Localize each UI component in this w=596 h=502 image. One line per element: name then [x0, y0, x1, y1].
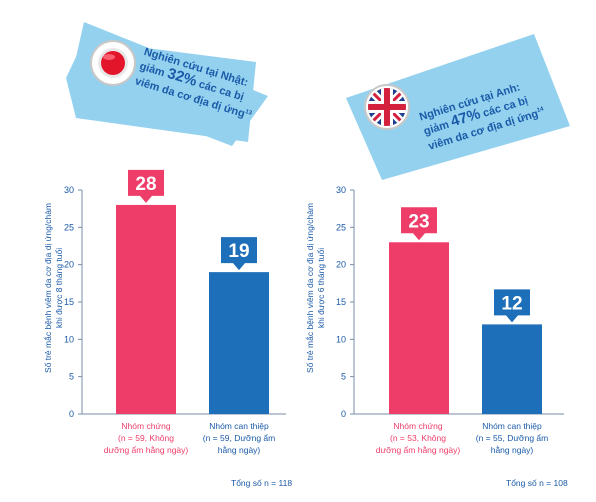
- y-tick-label: 15: [336, 297, 346, 307]
- bar: [482, 324, 542, 414]
- data-label-badge: [494, 289, 530, 323]
- bar-chart-japan: 0 5 10 15 20 25 30 28 19: [64, 169, 286, 419]
- banner-uk: [346, 34, 570, 180]
- total-count: Tổng số n = 118: [231, 478, 293, 488]
- y-tick-label: 25: [336, 222, 346, 232]
- panel-japan: Nghiên cứu tại Nhật: giảm 32% các ca bị …: [43, 22, 293, 488]
- data-label: 23: [408, 211, 429, 232]
- uk-flag-icon: [364, 84, 410, 130]
- data-label: 28: [135, 174, 156, 195]
- category-label-control: Nhóm chứng (n = 53, Không dưỡng ẩm hằng …: [375, 421, 461, 455]
- japan-flag-icon: [90, 40, 136, 86]
- y-tick-label: 10: [64, 334, 74, 344]
- bar: [116, 204, 176, 414]
- data-label-badge: [401, 207, 437, 241]
- bar: [389, 242, 449, 414]
- y-tick-label: 15: [64, 297, 74, 307]
- category-label-intervention: Nhóm can thiệp (n = 55, Dưỡng ẩm hằng ng…: [475, 421, 549, 455]
- y-tick-label: 5: [341, 372, 346, 382]
- data-label-badge: [221, 237, 257, 271]
- y-tick-label: 20: [336, 260, 346, 270]
- category-label-control: Nhóm chứng (n = 59, Không dưỡng ẩm hằng …: [103, 421, 189, 455]
- y-tick-label: 30: [64, 185, 74, 195]
- data-label: 12: [501, 293, 522, 314]
- category-label-intervention: Nhóm can thiệp (n = 59, Dưỡng ẩm hằng ng…: [202, 421, 276, 455]
- y-tick-label: 5: [69, 372, 74, 382]
- y-tick-label: 20: [64, 260, 74, 270]
- total-count: Tổng số n = 108: [506, 478, 568, 488]
- data-label-badge: [128, 169, 164, 203]
- bar-chart-uk: 0 5 10 15 20 25 30 23 12: [336, 185, 564, 419]
- y-tick-label: 0: [69, 409, 74, 419]
- y-tick-label: 10: [336, 334, 346, 344]
- bar: [209, 272, 269, 414]
- y-tick-label: 30: [336, 185, 346, 195]
- y-tick-label: 0: [341, 409, 346, 419]
- panel-uk: Nghiên cứu tại Anh: giảm 47% các ca bị v…: [298, 0, 596, 502]
- data-label: 19: [228, 241, 249, 262]
- y-tick-label: 25: [64, 222, 74, 232]
